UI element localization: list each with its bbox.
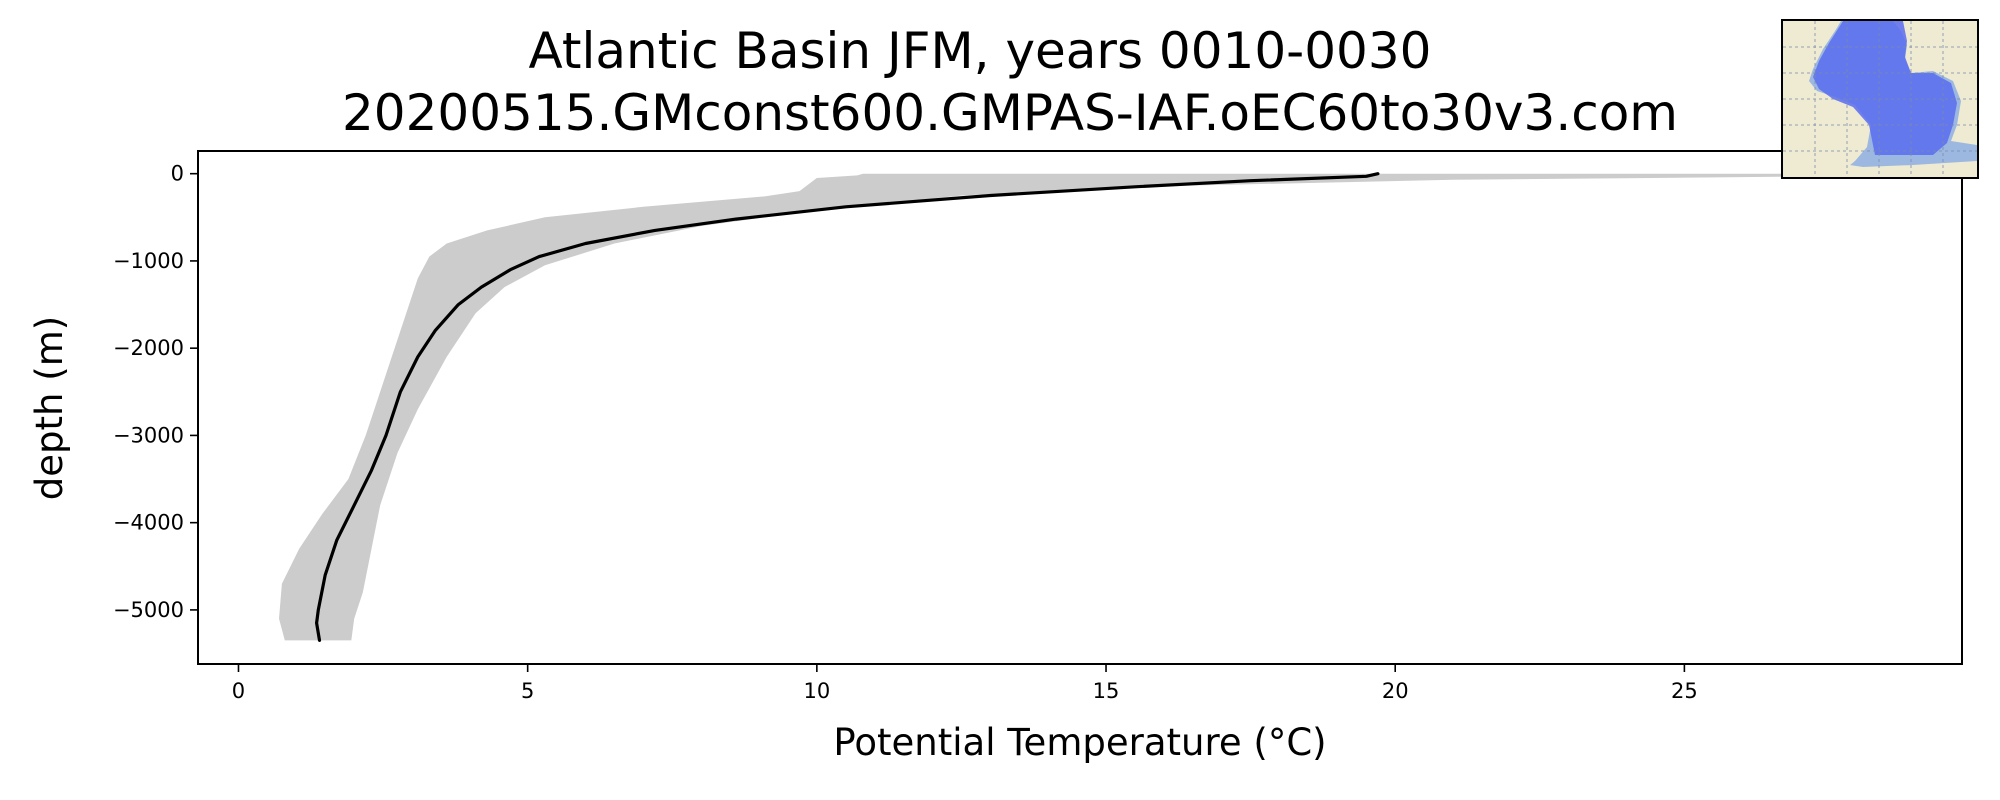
x-axis-label: Potential Temperature (°C) bbox=[833, 721, 1326, 764]
spread-band bbox=[279, 173, 1962, 641]
atlantic-basin-map-icon bbox=[1783, 21, 1977, 177]
chart-title: Atlantic Basin JFM, years 0010-0030 bbox=[528, 22, 1432, 80]
mean-profile-line bbox=[315, 172, 1380, 642]
y-tick-label: 0 bbox=[171, 162, 184, 186]
x-tick-label: 5 bbox=[521, 679, 534, 703]
x-tick-label: 10 bbox=[803, 679, 830, 703]
x-axis-ticks: 0 5 10 15 20 25 bbox=[232, 664, 1698, 703]
y-tick-label: −5000 bbox=[113, 598, 184, 622]
x-tick-label: 20 bbox=[1382, 679, 1409, 703]
plot-area-frame bbox=[197, 150, 1963, 665]
spread-band-layer bbox=[279, 173, 1962, 641]
y-axis-ticks: 0 −1000 −2000 −3000 −4000 −5000 bbox=[113, 162, 198, 622]
mean-profile-layer bbox=[315, 172, 1380, 642]
x-tick-label: 25 bbox=[1671, 679, 1698, 703]
y-tick-label: −2000 bbox=[113, 336, 184, 360]
y-axis-label: depth (m) bbox=[28, 316, 71, 500]
region-inset-map bbox=[1781, 19, 1979, 179]
chart-subtitle: 20200515.GMconst600.GMPAS-IAF.oEC60to30v… bbox=[341, 84, 1679, 142]
y-tick-label: −3000 bbox=[113, 423, 184, 447]
y-tick-label: −4000 bbox=[113, 511, 184, 535]
x-tick-label: 0 bbox=[232, 679, 245, 703]
y-tick-label: −1000 bbox=[113, 249, 184, 273]
x-tick-label: 15 bbox=[1093, 679, 1120, 703]
